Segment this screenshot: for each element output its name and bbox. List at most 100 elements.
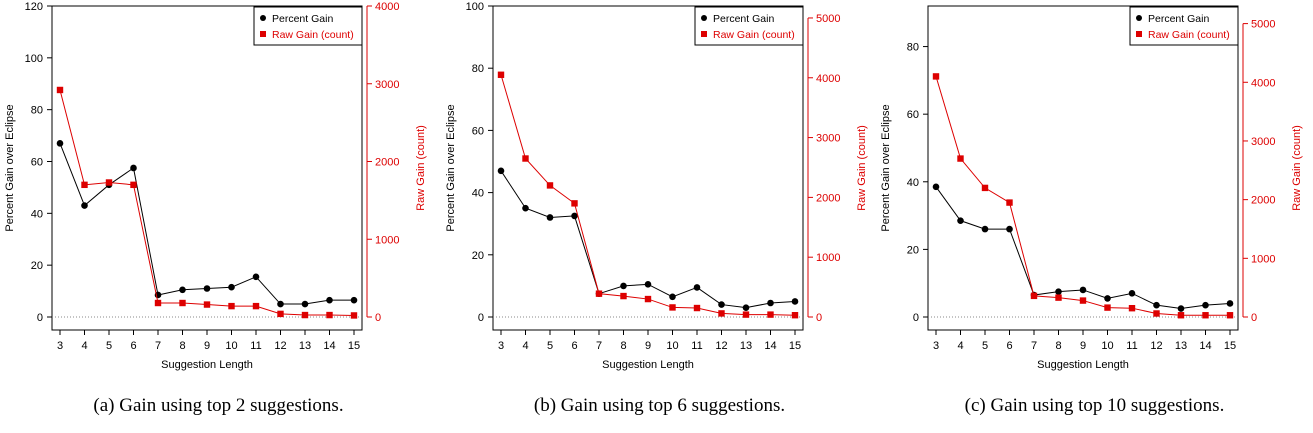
x-axis-tick-label: 11 bbox=[691, 340, 702, 352]
raw-gain-point bbox=[1104, 304, 1111, 311]
percent-gain-point bbox=[81, 202, 88, 209]
legend-percent-marker bbox=[701, 15, 707, 21]
raw-gain-point bbox=[1226, 312, 1234, 319]
percent-gain-point bbox=[1177, 305, 1185, 312]
raw-gain-point bbox=[1153, 310, 1160, 317]
raw-gain-point bbox=[179, 299, 186, 307]
x-axis-tick-label: 6 bbox=[1006, 340, 1012, 352]
raw-gain-point bbox=[932, 73, 940, 80]
raw-gain-point bbox=[326, 311, 333, 319]
x-axis-tick-label: 7 bbox=[155, 340, 161, 352]
left-axis-tick-label: 20 bbox=[472, 250, 484, 262]
x-axis-tick-label: 8 bbox=[620, 340, 626, 352]
left-axis-label: Percent Gain over Eclipse bbox=[880, 104, 892, 231]
raw-gain-line bbox=[935, 76, 1230, 316]
percent-gain-point bbox=[957, 217, 964, 224]
right-axis-tick-label: 0 bbox=[816, 312, 822, 324]
percent-gain-point bbox=[1153, 301, 1160, 309]
x-axis-tick-label: 9 bbox=[645, 340, 651, 352]
percent-gain-point bbox=[203, 285, 211, 292]
left-axis-label: Percent Gain over Eclipse bbox=[4, 104, 16, 231]
raw-gain-point bbox=[693, 304, 701, 312]
x-axis-tick-label: 9 bbox=[1080, 340, 1086, 352]
raw-gain-point bbox=[228, 302, 235, 310]
raw-gain-point bbox=[522, 155, 529, 162]
x-axis-tick-label: 7 bbox=[596, 340, 602, 352]
raw-gain-point bbox=[497, 71, 505, 78]
left-axis-tick-label: 80 bbox=[31, 105, 43, 117]
raw-gain-point bbox=[277, 310, 284, 318]
x-axis-tick-label: 5 bbox=[547, 340, 553, 352]
x-axis-tick-label: 14 bbox=[323, 340, 335, 352]
chart-a-svg: 0 20 40 60 80 100 120 0 1000 2000 3000 4000 3 4 5 6 7 8 9 1… bbox=[4, 1, 427, 371]
percent-gain-point bbox=[301, 300, 309, 308]
percent-gain-point bbox=[1055, 288, 1062, 295]
raw-gain-point bbox=[718, 310, 725, 317]
x-axis-tick-label: 8 bbox=[1055, 340, 1061, 352]
left-axis-tick-label: 60 bbox=[31, 157, 43, 169]
raw-gain-line bbox=[59, 89, 355, 316]
x-axis-tick-label: 14 bbox=[1199, 340, 1211, 352]
legend-percent-marker bbox=[1136, 15, 1142, 21]
raw-gain-point bbox=[546, 182, 554, 189]
percent-gain-point bbox=[644, 281, 652, 288]
raw-gain-point bbox=[1055, 294, 1062, 301]
right-axis-tick-label: 3000 bbox=[816, 133, 840, 145]
percent-gain-point bbox=[56, 140, 64, 147]
raw-gain-point bbox=[742, 311, 750, 318]
percent-gain-point bbox=[1226, 300, 1234, 307]
right-axis-label: Raw Gain (count) bbox=[856, 125, 868, 211]
raw-gain-point bbox=[571, 200, 578, 207]
x-axis-tick-label: 3 bbox=[57, 340, 63, 352]
legend-raw-marker bbox=[1136, 31, 1142, 37]
x-axis-tick-label: 8 bbox=[179, 340, 185, 352]
percent-gain-point bbox=[1079, 286, 1087, 294]
right-axis-tick-label: 4000 bbox=[1251, 77, 1275, 89]
caption-c: (c) Gain using top 10 suggestions. bbox=[964, 395, 1225, 416]
x-axis-tick-label: 11 bbox=[250, 340, 261, 352]
percent-gain-point bbox=[767, 299, 774, 307]
raw-gain-point bbox=[767, 311, 774, 318]
raw-gain-point bbox=[1079, 297, 1087, 304]
percent-gain-point bbox=[522, 204, 529, 212]
legend-percent-label: Percent Gain bbox=[272, 13, 333, 25]
percent-gain-point bbox=[791, 298, 799, 305]
right-axis-tick-label: 1000 bbox=[375, 234, 399, 246]
right-axis-tick-label: 5000 bbox=[1251, 19, 1275, 31]
chart-c-svg: 0 20 40 60 80 0 1000 2000 3000 4000 5000 3 4 5 6 7 8 9 10 1… bbox=[880, 5, 1303, 371]
x-axis-tick-label: 4 bbox=[522, 340, 528, 352]
raw-gain-point bbox=[981, 184, 989, 192]
legend-box bbox=[253, 6, 363, 46]
raw-gain-line bbox=[500, 74, 796, 316]
right-axis-tick-label: 0 bbox=[375, 312, 381, 324]
raw-gain-point bbox=[1177, 312, 1185, 319]
right-axis-tick-label: 2000 bbox=[375, 157, 399, 169]
percent-gain-point bbox=[620, 282, 627, 290]
x-axis-label: Suggestion Length bbox=[161, 359, 253, 371]
raw-gain-point bbox=[203, 301, 211, 308]
legend-percent-marker bbox=[260, 15, 266, 21]
right-axis-tick-label: 4000 bbox=[816, 73, 840, 85]
left-axis-tick-label: 40 bbox=[907, 177, 919, 189]
chart-panel-b: 0 20 40 60 80 100 0 1000 2000 3000 4000 5000 3 4 5 6 7 8 9… bbox=[441, 0, 878, 433]
percent-gain-point bbox=[669, 293, 676, 301]
legend-raw-marker bbox=[260, 31, 266, 37]
raw-gain-point bbox=[130, 181, 137, 189]
right-axis-tick-label: 4000 bbox=[375, 1, 399, 13]
left-axis-tick-label: 60 bbox=[907, 109, 919, 121]
x-axis-tick-label: 9 bbox=[204, 340, 210, 352]
percent-gain-point bbox=[326, 296, 333, 304]
x-axis-tick-label: 12 bbox=[274, 340, 286, 352]
x-axis-tick-label: 10 bbox=[666, 340, 678, 352]
x-axis-tick-label: 13 bbox=[740, 340, 752, 352]
x-axis-tick-label: 14 bbox=[764, 340, 776, 352]
raw-gain-point bbox=[154, 299, 162, 307]
raw-gain-point bbox=[644, 295, 652, 303]
left-axis-tick-label: 80 bbox=[472, 63, 484, 75]
right-axis-tick-label: 1000 bbox=[1251, 253, 1275, 265]
raw-gain-point bbox=[81, 181, 88, 189]
right-axis-tick-label: 3000 bbox=[375, 79, 399, 91]
percent-gain-line bbox=[59, 143, 354, 305]
